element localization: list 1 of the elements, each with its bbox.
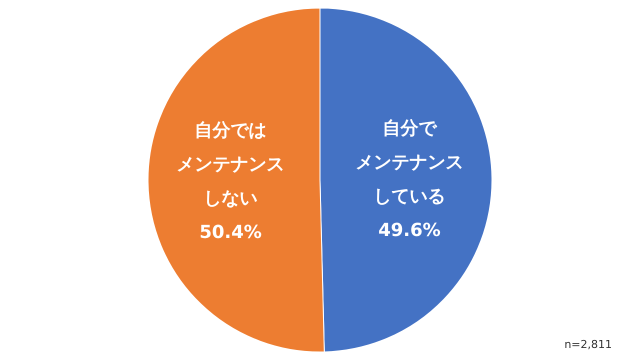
annotation: n=2,811 xyxy=(564,338,612,351)
